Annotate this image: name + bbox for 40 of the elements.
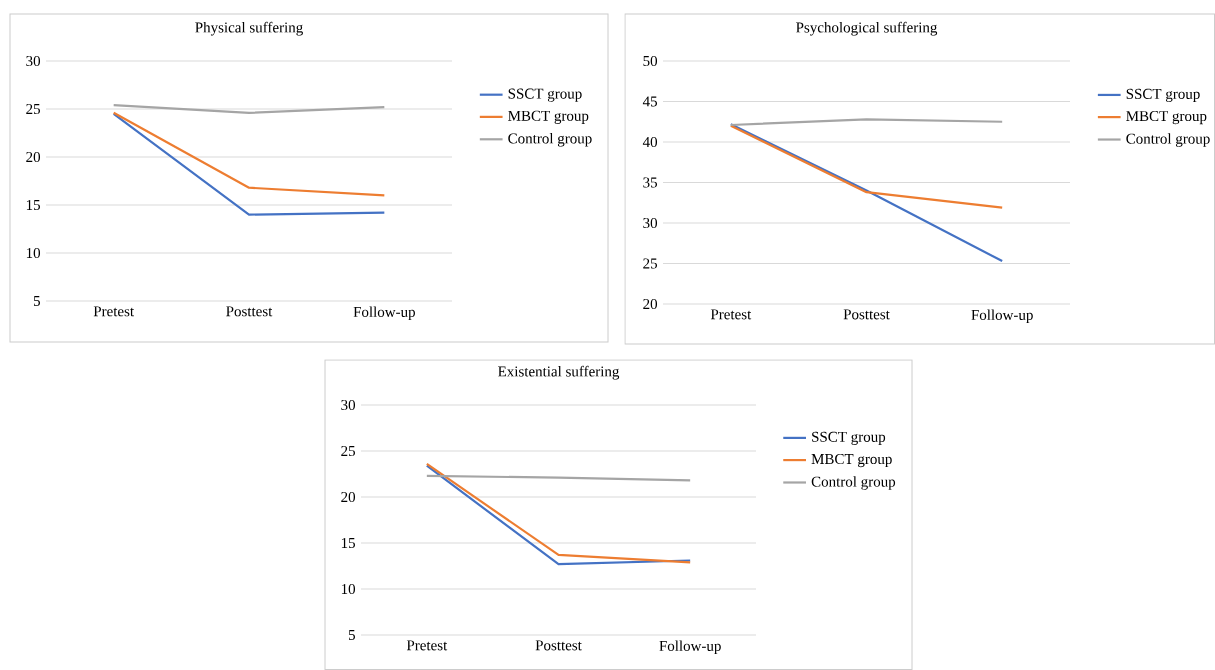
legend-label: SSCT group	[812, 431, 886, 445]
legend-label: MBCT group	[508, 110, 589, 124]
x-tick-label: Posttest	[226, 306, 273, 317]
x-tick-label: Pretest	[93, 306, 134, 317]
y-tick-label: 20	[643, 298, 658, 310]
x-tick-label: Follow-up	[659, 640, 721, 655]
x-tick-label: Follow-up	[971, 309, 1033, 323]
legend-label: Control group	[508, 132, 592, 147]
legend-label: Control group	[1126, 133, 1210, 147]
y-tick-label: 45	[642, 96, 658, 107]
chart-title: Psychological suffering	[796, 21, 938, 36]
x-tick-label: Pretest	[406, 640, 448, 651]
y-tick-label: 20	[26, 151, 41, 163]
y-tick-label: 25	[341, 445, 356, 457]
y-tick-label: 10	[341, 583, 356, 595]
y-tick-label: 10	[26, 247, 41, 259]
y-tick-label: 5	[348, 630, 356, 640]
chart-title: Physical suffering	[195, 21, 303, 36]
y-tick-label: 50	[643, 55, 658, 67]
x-tick-label: Posttest	[843, 309, 890, 320]
legend-label: MBCT group	[1126, 111, 1207, 125]
y-tick-label: 40	[642, 136, 658, 148]
x-tick-label: Posttest	[535, 640, 582, 651]
x-tick-label: Follow-up	[353, 306, 415, 320]
y-tick-label: 30	[26, 55, 41, 67]
legend-label: Control group	[811, 476, 896, 490]
legend-label: SSCT group	[508, 88, 582, 102]
x-tick-label: Pretest	[710, 309, 752, 320]
y-tick-label: 25	[643, 258, 658, 269]
y-tick-label: 35	[643, 177, 658, 188]
y-tick-label: 30	[341, 399, 356, 411]
legend-label: SSCT group	[1126, 88, 1200, 102]
legend-label: MBCT group	[811, 454, 892, 468]
y-tick-label: 25	[26, 103, 40, 115]
y-tick-label: 15	[341, 537, 356, 549]
y-tick-label: 20	[341, 491, 356, 503]
y-tick-label: 15	[26, 199, 40, 211]
chart-title: Existential suffering	[498, 365, 620, 380]
y-tick-label: 30	[643, 217, 658, 229]
y-tick-label: 5	[33, 296, 40, 306]
